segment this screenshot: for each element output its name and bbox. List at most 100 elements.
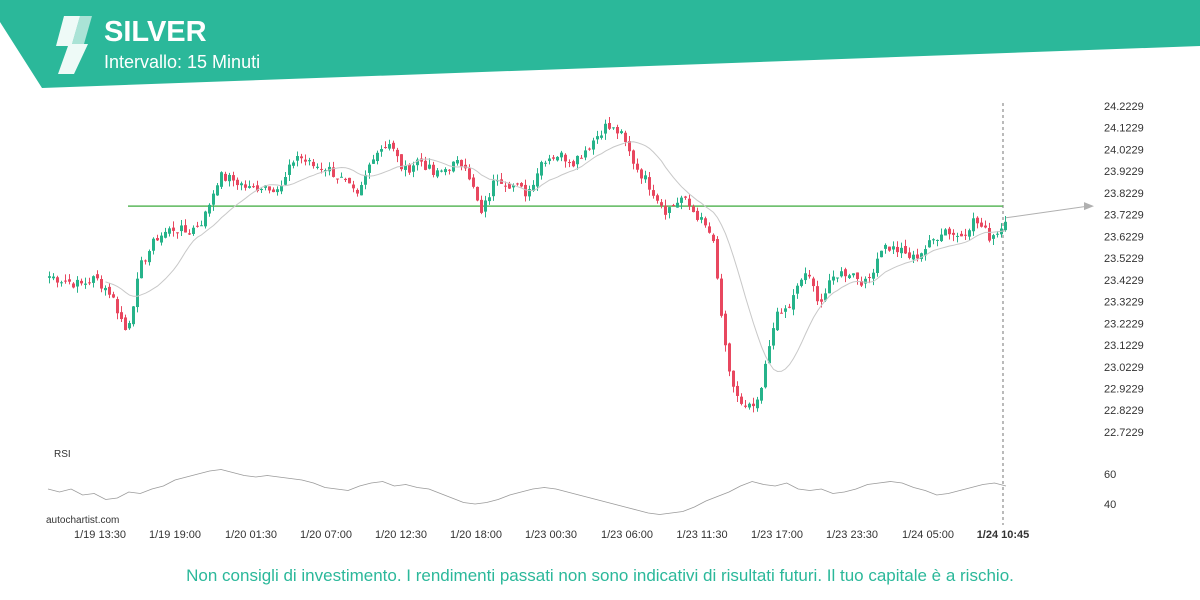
- candle-up: [800, 279, 803, 286]
- candle-up: [280, 185, 283, 192]
- candle-down: [80, 280, 83, 284]
- candle-down: [640, 169, 643, 179]
- candle-down: [896, 246, 899, 253]
- candle-up: [700, 217, 703, 220]
- candle-down: [716, 239, 719, 279]
- candle-up: [328, 166, 331, 172]
- candle-up: [876, 258, 879, 273]
- candle-up: [360, 185, 363, 196]
- candle-down: [232, 175, 235, 181]
- candle-up: [428, 164, 431, 169]
- candle-down: [988, 228, 991, 241]
- candle-up: [316, 166, 319, 168]
- candle-up: [200, 225, 203, 227]
- candle-down: [352, 184, 355, 189]
- watermark: autochartist.com: [46, 515, 120, 526]
- candle-up: [940, 234, 943, 242]
- time-tick-label: 1/20 12:30: [375, 529, 427, 541]
- candle-up: [228, 174, 231, 182]
- candle-up: [884, 244, 887, 249]
- price-tick-label: 23.5229: [1104, 253, 1144, 265]
- candle-up: [836, 277, 839, 279]
- candle-down: [688, 198, 691, 207]
- candle-down: [504, 185, 507, 187]
- candle-up: [60, 282, 63, 284]
- candle-down: [860, 280, 863, 286]
- time-tick-label: 1/19 19:00: [149, 529, 201, 541]
- candle-up: [412, 165, 415, 172]
- candle-up: [556, 156, 559, 161]
- price-tick-label: 23.1229: [1104, 340, 1144, 352]
- price-tick-label: 23.4229: [1104, 275, 1144, 287]
- header-background: [0, 0, 1200, 88]
- price-tick-label: 24.2229: [1104, 101, 1144, 113]
- candle-down: [708, 226, 711, 233]
- time-tick-label: 1/23 17:00: [751, 529, 803, 541]
- candle-up: [404, 165, 407, 170]
- candle-down: [712, 234, 715, 242]
- instrument-title: SILVER: [104, 16, 207, 48]
- candle-up: [840, 271, 843, 277]
- rsi-tick-label: 40: [1104, 499, 1116, 511]
- candle-up: [756, 399, 759, 409]
- candle-down: [696, 210, 699, 220]
- candle-up: [168, 228, 171, 234]
- candle-down: [176, 232, 179, 234]
- candle-up: [444, 169, 447, 173]
- candle-up: [864, 278, 867, 284]
- candle-up: [796, 285, 799, 294]
- candle-up: [768, 346, 771, 364]
- candle-up: [512, 185, 515, 188]
- price-tick-label: 22.7229: [1104, 427, 1144, 439]
- time-tick-label: 1/24 10:45: [977, 529, 1030, 541]
- candle-up: [152, 238, 155, 251]
- candle-up: [212, 193, 215, 205]
- candle-up: [140, 260, 143, 279]
- candle-down: [184, 225, 187, 233]
- candle-down: [816, 286, 819, 302]
- candle-down: [656, 195, 659, 201]
- candle-up: [936, 239, 939, 241]
- candle-down: [300, 156, 303, 159]
- candle-down: [320, 168, 323, 170]
- candle-up: [828, 280, 831, 294]
- candle-up: [576, 155, 579, 165]
- candle-down: [632, 150, 635, 164]
- candle-down: [396, 149, 399, 157]
- candle-down: [720, 278, 723, 316]
- candle-up: [680, 197, 683, 203]
- time-tick-label: 1/23 23:30: [826, 529, 878, 541]
- candle-down: [476, 186, 479, 201]
- candle-up: [372, 159, 375, 164]
- candle-up: [380, 149, 383, 152]
- candle-down: [120, 312, 123, 320]
- candle-down: [516, 183, 519, 185]
- candle-up: [148, 251, 151, 263]
- candle-down: [744, 405, 747, 407]
- candle-down: [236, 179, 239, 186]
- candle-up: [548, 158, 551, 162]
- candle-up: [368, 164, 371, 173]
- candle-up: [956, 235, 959, 237]
- candle-down: [976, 217, 979, 224]
- candle-down: [608, 123, 611, 129]
- rsi-label: RSI: [54, 449, 71, 460]
- candle-up: [484, 200, 487, 212]
- candle-down: [684, 196, 687, 198]
- price-tick-label: 23.6229: [1104, 231, 1144, 243]
- candle-down: [812, 278, 815, 287]
- candle-up: [456, 159, 459, 164]
- candle-down: [100, 279, 103, 289]
- candle-down: [724, 313, 727, 346]
- candle-up: [748, 403, 751, 408]
- price-tick-label: 23.8229: [1104, 188, 1144, 200]
- candle-down: [732, 370, 735, 387]
- rsi-tick-label: 60: [1104, 469, 1116, 481]
- candle-down: [336, 178, 339, 180]
- candle-up: [776, 311, 779, 331]
- candle-down: [984, 225, 987, 228]
- candle-up: [1004, 221, 1007, 231]
- interval-subtitle: Intervallo: 15 Minuti: [104, 52, 261, 72]
- time-tick-label: 1/19 13:30: [74, 529, 126, 541]
- candle-up: [792, 295, 795, 310]
